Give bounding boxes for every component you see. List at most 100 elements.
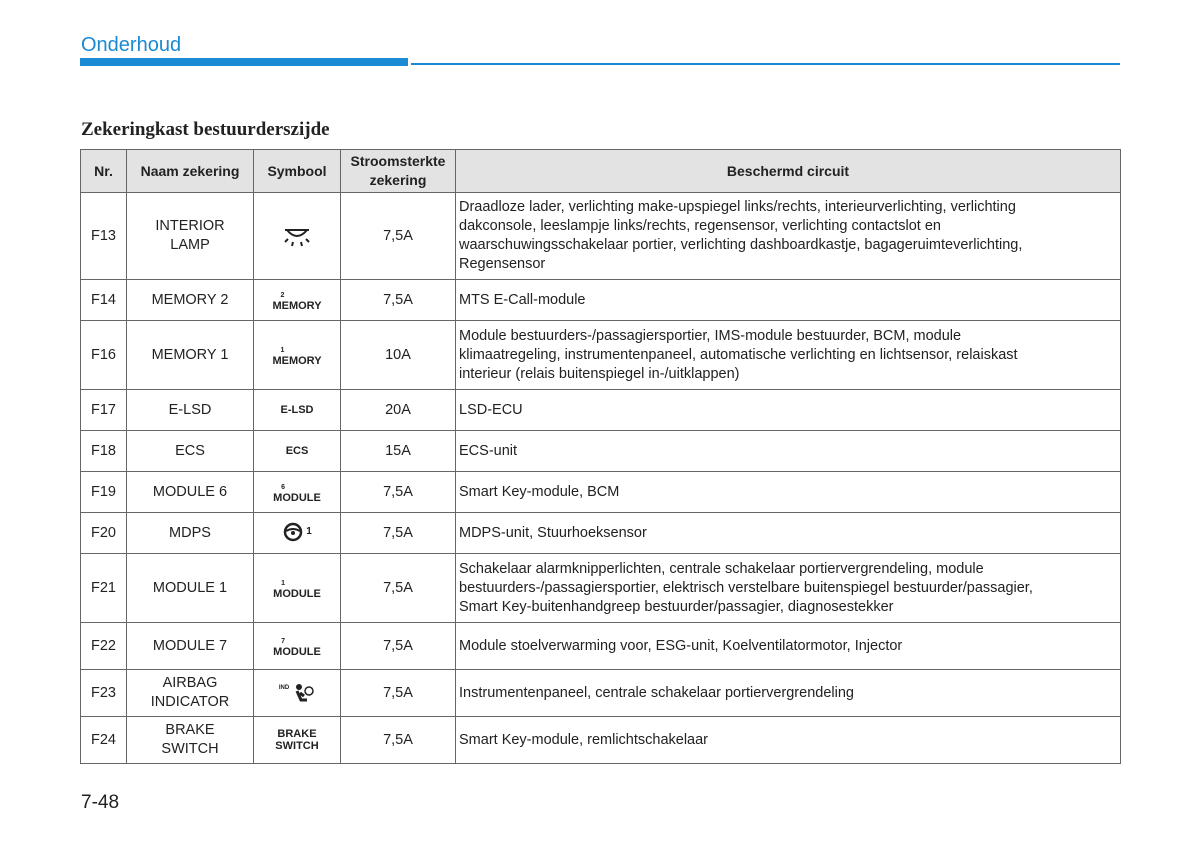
fuse-rating: 7,5A: [340, 669, 456, 717]
text-line: MODULE 6: [152, 483, 228, 500]
text-line: INDICATOR: [150, 694, 230, 710]
fuse-symbol: 6 MODULE: [253, 471, 341, 513]
text-line: Draadloze lader, verlichting make-upspie…: [459, 199, 1016, 215]
fuse-number: F21: [80, 553, 127, 623]
text-line: MEMORY 2: [151, 291, 229, 308]
table-row: F23 AIRBAG INDICATOR IND 7,5A Instrumentenpan…: [80, 669, 1121, 717]
fuse-rating: 7,5A: [340, 279, 456, 321]
text-line: MEMORY: [272, 300, 322, 312]
text-line: Schakelaar alarmknipperlichten, centrale…: [459, 560, 984, 577]
symbol-text: 1 MEMORY: [272, 347, 321, 367]
symbol-sup: 1: [281, 580, 286, 587]
fuse-name: MODULE 1: [126, 553, 254, 623]
header-rule: [411, 63, 1120, 65]
fuse-symbol: 2 MEMORY: [253, 279, 341, 321]
symbol-sup: 7: [281, 638, 286, 645]
text-line: zekering: [369, 172, 427, 188]
symbol-box: E-LSD: [281, 404, 314, 416]
symbol-sup: 2: [280, 292, 285, 299]
fuse-number: F18: [80, 430, 127, 472]
header-title: Onderhoud: [81, 34, 182, 56]
symbol-box: IND: [279, 682, 315, 706]
text-line: Stroomsterkte: [350, 153, 446, 169]
symbol-box: 2 MEMORY: [272, 292, 321, 312]
fuse-name: INTERIOR LAMP: [126, 192, 254, 280]
text-line: MDPS: [169, 524, 211, 541]
symbol-text: E-LSD: [281, 404, 314, 416]
fuse-circuit: Draadloze lader, verlichting make-upspie…: [455, 192, 1121, 280]
symbol-text: ECS: [286, 445, 309, 457]
fuse-number: F13: [80, 192, 127, 280]
table-row: F20 MDPS 1 7,5A MDPS-unit, Stuurhoeksensor: [80, 512, 1121, 554]
fuse-circuit: Module stoelverwarming voor, ESG-unit, K…: [455, 622, 1121, 670]
lamp-icon: [284, 228, 310, 246]
text-line: ECS-unit: [459, 442, 518, 459]
section-title: Zekeringkast bestuurderszijde: [81, 119, 330, 140]
symbol-text: 1 MODULE: [273, 580, 321, 600]
fuse-rating: 7,5A: [340, 553, 456, 623]
fuse-symbol: IND: [253, 669, 341, 717]
header-row: Nr. Naam zekering Symbool Stroomsterkte z…: [80, 149, 1121, 193]
text-line: Module bestuurders-/passagiersportier, I…: [459, 327, 962, 344]
fuse-rating: 7,5A: [340, 512, 456, 554]
fuse-rating: 20A: [340, 389, 456, 431]
table-row: F18 ECS ECS 15A ECS-unit: [80, 430, 1121, 472]
text-line: ECS: [175, 442, 205, 459]
symbol-box: 1: [282, 521, 312, 543]
fuse-circuit: Smart Key-module, BCM: [455, 471, 1121, 513]
text-line: SWITCH: [275, 740, 319, 752]
text-line: E-LSD: [168, 401, 212, 418]
fuse-symbol: [253, 192, 341, 280]
text-line: BRAKE: [277, 728, 317, 740]
text-line: ECS: [285, 445, 309, 457]
fuse-symbol: 1: [253, 512, 341, 554]
fuse-symbol: 7 MODULE: [253, 622, 341, 670]
fuse-symbol: E-LSD: [253, 389, 341, 431]
fuse-name: MEMORY 2: [126, 279, 254, 321]
text-line: MODULE 1: [152, 579, 228, 596]
header-bar: [80, 58, 408, 66]
fuse-symbol: 1 MEMORY: [253, 320, 341, 390]
fuse-name: MEMORY 1: [126, 320, 254, 390]
table-row: F19 MODULE 6 6 MODULE 7,5A Smart Key-module, …: [80, 471, 1121, 513]
fuse-circuit: Module bestuurders-/passagiersportier, I…: [455, 320, 1121, 390]
col-header: Symbool: [253, 149, 341, 193]
text-line: E-LSD: [280, 404, 314, 416]
table-row: F14 MEMORY 2 2 MEMORY 7,5A MTS E-Call-module: [80, 279, 1121, 321]
table-row: F17 E-LSD E-LSD 20A LSD-ECU: [80, 389, 1121, 431]
fuse-name: BRAKE SWITCH: [126, 716, 254, 764]
fuse-symbol: ECS: [253, 430, 341, 472]
text-line: dakconsole, leeslampje links/rechts, reg…: [459, 218, 941, 234]
text-line: LSD-ECU: [459, 401, 523, 418]
symbol-box: 6 MODULE: [273, 484, 321, 504]
symbol-box: BRAKE SWITCH: [275, 728, 318, 752]
fuse-circuit: Schakelaar alarmknipperlichten, centrale…: [455, 553, 1121, 623]
fuse-circuit: ECS-unit: [455, 430, 1121, 472]
fuse-number: F16: [80, 320, 127, 390]
text-line: MDPS-unit, Stuurhoeksensor: [459, 524, 647, 541]
fuse-rating: 7,5A: [340, 471, 456, 513]
airbag-icon: [295, 684, 314, 702]
fuse-rating: 7,5A: [340, 622, 456, 670]
text-line: Regensensor: [459, 256, 546, 272]
text-line: BRAKE: [165, 722, 215, 738]
fuse-rating: 10A: [340, 320, 456, 390]
fuse-name: MDPS: [126, 512, 254, 554]
text-line: INTERIOR: [155, 218, 225, 234]
fuse-number: F17: [80, 389, 127, 431]
fuse-rating: 7,5A: [340, 716, 456, 764]
fuse-number: F24: [80, 716, 127, 764]
fuse-number: F20: [80, 512, 127, 554]
fuse-number: F19: [80, 471, 127, 513]
text-line: LAMP: [170, 237, 210, 253]
text-line: MTS E-Call-module: [459, 291, 586, 308]
fuse-circuit: Instrumentenpaneel, centrale schakelaar …: [455, 669, 1121, 717]
fuse-rating: 15A: [340, 430, 456, 472]
symbol-text: BRAKE SWITCH: [275, 728, 318, 752]
col-header: Nr.: [80, 149, 127, 193]
fuse-number: F22: [80, 622, 127, 670]
col-header: Stroomsterkte zekering: [340, 149, 456, 193]
fuse-name: ECS: [126, 430, 254, 472]
table-body: F13 INTERIOR LAMP 7,5A Draadloze lader, verl…: [80, 192, 1121, 764]
